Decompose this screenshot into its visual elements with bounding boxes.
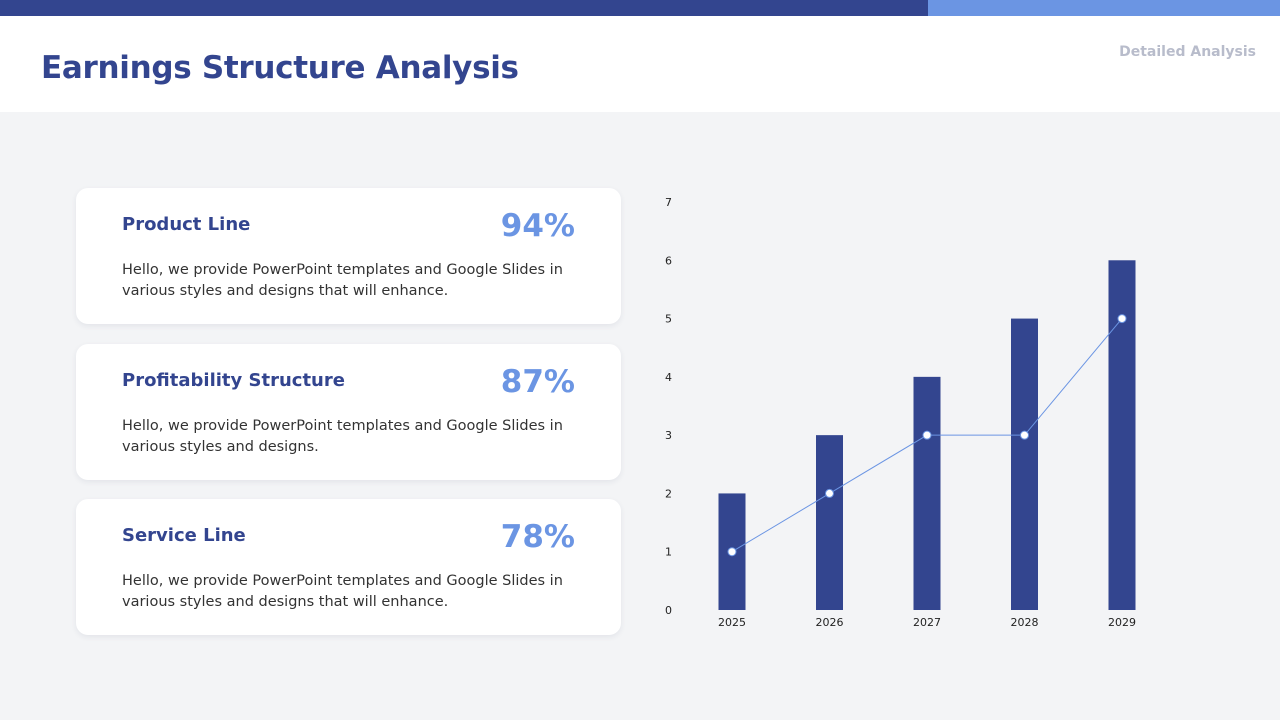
x-tick-label: 2026 (816, 616, 844, 629)
top-accent-bar-light (928, 0, 1280, 16)
card-product-line: Product Line 94% Hello, we provide Power… (76, 188, 621, 324)
y-tick-label: 4 (665, 371, 672, 384)
y-tick-label: 7 (665, 196, 672, 209)
x-tick-label: 2029 (1108, 616, 1136, 629)
card-profitability-structure: Profitability Structure 87% Hello, we pr… (76, 344, 621, 480)
y-tick-label: 0 (665, 604, 672, 617)
card-title: Service Line (122, 525, 246, 546)
x-tick-label: 2027 (913, 616, 941, 629)
card-percent: 78% (500, 519, 575, 555)
card-percent: 94% (500, 208, 575, 244)
header: Earnings Structure Analysis Detailed Ana… (0, 16, 1280, 112)
y-tick-label: 3 (665, 429, 672, 442)
trend-point-2026 (825, 488, 834, 498)
y-tick-label: 5 (665, 313, 672, 326)
page-title: Earnings Structure Analysis (41, 50, 519, 86)
earnings-chart: 0 1 2 3 4 5 6 7 2025 2026 2027 2028 2029 (665, 196, 1136, 629)
x-tick-label: 2028 (1011, 616, 1039, 629)
bar-2028 (1011, 318, 1038, 610)
bar-2029 (1108, 260, 1136, 610)
trend-point-2027 (922, 430, 932, 440)
section-tag: Detailed Analysis (1119, 44, 1256, 60)
card-description: Hello, we provide PowerPoint templates a… (122, 418, 563, 455)
trend-point-2025 (727, 547, 737, 557)
y-tick-label: 2 (665, 487, 672, 500)
bar-2027 (913, 376, 941, 610)
card-description: Hello, we provide PowerPoint templates a… (122, 573, 563, 610)
card-service-line: Service Line 78% Hello, we provide Power… (76, 499, 621, 635)
y-tick-label: 1 (665, 546, 672, 559)
x-tick-label: 2025 (718, 616, 746, 629)
trend-point-2029 (1117, 314, 1127, 324)
y-tick-label: 6 (665, 254, 672, 267)
top-accent-bar-dark (0, 0, 928, 16)
card-percent: 87% (500, 364, 575, 400)
trend-point-2028 (1020, 430, 1029, 440)
bar-2026 (816, 435, 843, 610)
card-title: Profitability Structure (122, 370, 345, 391)
card-title: Product Line (122, 214, 251, 235)
card-description: Hello, we provide PowerPoint templates a… (122, 262, 563, 299)
